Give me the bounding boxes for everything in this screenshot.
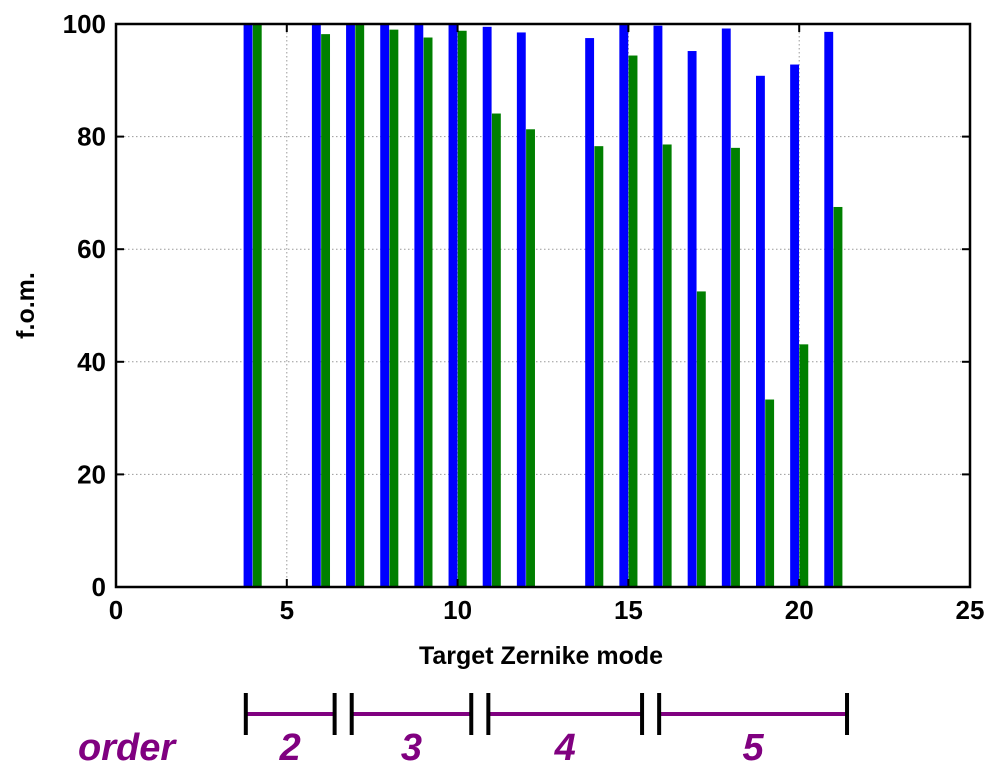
y-tick-label: 80 (77, 122, 106, 152)
bar-series2-mode-4 (252, 24, 262, 587)
bar-series1-mode-6 (311, 24, 321, 587)
x-tick-label: 0 (109, 595, 123, 625)
bar-series2-mode-20 (799, 344, 809, 587)
bar-series2-mode-11 (491, 113, 501, 587)
bar-series1-mode-11 (482, 26, 492, 587)
y-tick-label: 20 (77, 459, 106, 489)
axis-ticks: 0 5 10 15 20 25 0 20 40 60 80 100 (63, 9, 985, 625)
bar-series1-mode-10 (448, 24, 458, 587)
order-group-label: 5 (743, 727, 765, 767)
order-group-label: 2 (279, 727, 301, 767)
bar-series2-mode-18 (731, 147, 740, 588)
bar-series1-mode-7 (346, 24, 355, 587)
bar-series1-mode-20 (790, 64, 800, 587)
x-tick-label: 10 (443, 595, 472, 625)
y-tick-label: 100 (63, 9, 106, 39)
x-tick-label: 15 (614, 595, 643, 625)
bars (243, 24, 843, 588)
bar-series2-mode-19 (765, 399, 775, 587)
bar-series1-mode-16 (653, 25, 663, 587)
order-group-label: 4 (554, 727, 576, 767)
y-tick-label: 0 (92, 572, 106, 602)
y-tick-label: 40 (77, 347, 106, 377)
x-tick-label: 25 (956, 595, 985, 625)
bar-series2-mode-8 (389, 29, 399, 587)
bar-series1-mode-9 (414, 24, 424, 587)
bar-series2-mode-12 (526, 129, 535, 587)
bar-series2-mode-16 (662, 144, 672, 587)
bar-series1-mode-8 (380, 24, 390, 587)
bar-series1-mode-4 (243, 24, 253, 587)
order-group-label: 3 (401, 727, 422, 767)
bar-series1-mode-18 (721, 28, 731, 587)
plot-frame (114, 22, 972, 589)
bar-series2-mode-21 (833, 206, 843, 587)
x-tick-label: 20 (785, 595, 814, 625)
bar-series1-mode-19 (755, 75, 765, 588)
bar-series2-mode-7 (355, 24, 365, 587)
bar-series1-mode-14 (585, 38, 595, 587)
bar-series2-mode-10 (457, 30, 467, 588)
order-label: order (78, 727, 177, 767)
bar-series2-mode-17 (696, 291, 706, 587)
x-axis-label: Target Zernike mode (419, 642, 663, 670)
bar-series2-mode-14 (594, 146, 604, 587)
y-tick-label: 60 (77, 234, 106, 264)
bar-series2-mode-6 (321, 34, 331, 588)
bar-series1-mode-15 (619, 24, 629, 587)
x-tick-label: 5 (280, 595, 294, 625)
y-axis-label: f.o.m. (12, 272, 40, 339)
bar-series1-mode-17 (687, 51, 697, 588)
bar-series2-mode-15 (628, 55, 638, 587)
bar-series2-mode-9 (423, 37, 433, 587)
gridlines (116, 24, 970, 587)
order-annotation: 2 3 4 5 order (78, 693, 850, 767)
bar-series1-mode-21 (824, 31, 834, 587)
bar-series1-mode-12 (516, 32, 526, 587)
